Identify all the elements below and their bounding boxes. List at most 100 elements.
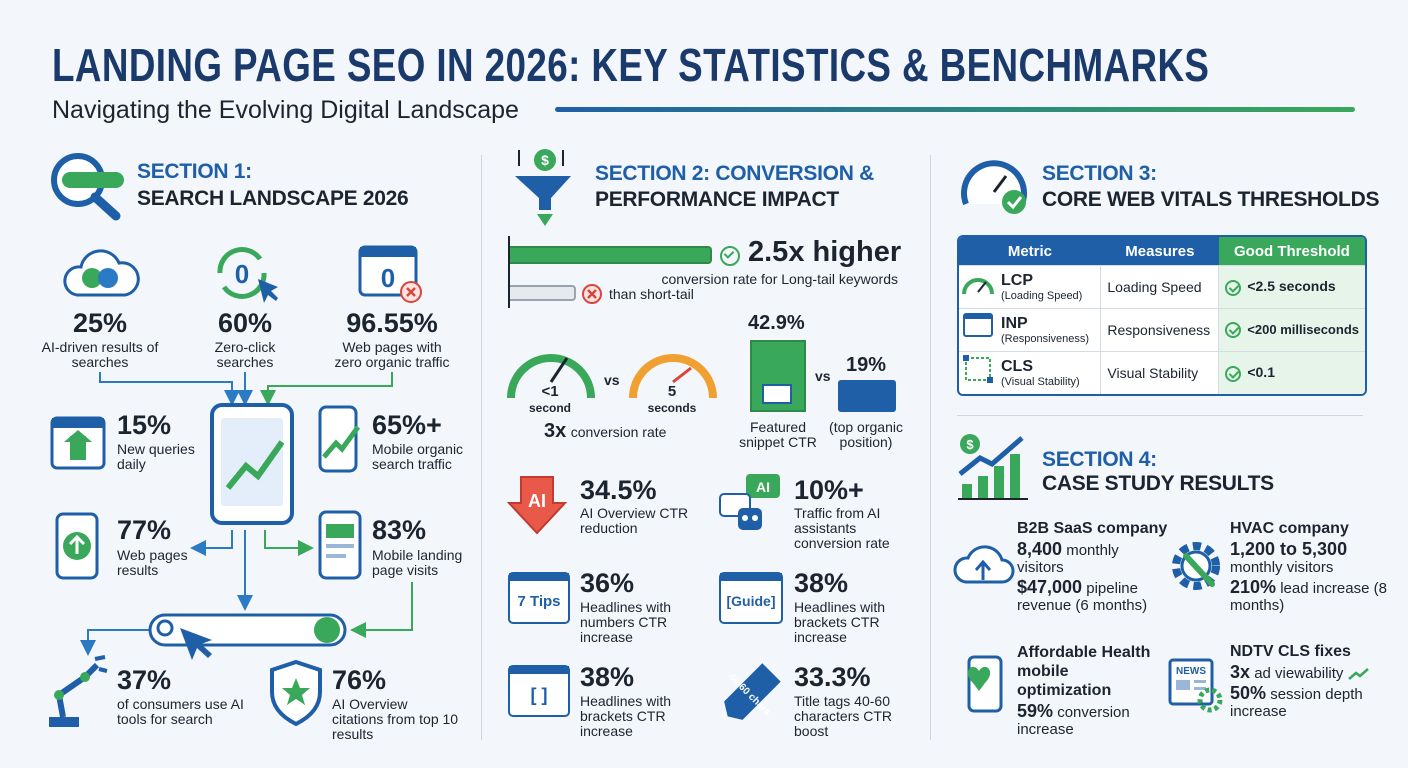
stat-value: 60% [217, 308, 273, 338]
stat-value: 37% [117, 665, 172, 695]
case-figure: 3x [1230, 662, 1251, 682]
case-study: B2B SaaS company 8,400 monthly visitors … [1017, 520, 1167, 614]
stat-label: Headlines with brackets CTR increase [794, 599, 886, 645]
news-icon: NEWS [1168, 658, 1223, 713]
metric-measures: Responsiveness [1100, 308, 1220, 352]
cross-icon [582, 284, 602, 304]
case-text: pipeline revenue (6 months) [1017, 580, 1148, 614]
metric-threshold: <0.1 [1247, 364, 1275, 381]
stat-label: Mobile organic search traffic [372, 441, 464, 472]
icon-text: 0 [381, 263, 395, 293]
speed-result-value: 3x [544, 420, 567, 442]
stat-value: 77% [117, 515, 172, 545]
case-figure: $47,000 [1017, 577, 1083, 597]
stat-value: 96.55% [346, 308, 438, 338]
case-text: lead increase (8 months) [1230, 580, 1387, 614]
metric-detail: (Responsiveness) [1001, 333, 1090, 345]
organic-label: (top organic position) [829, 419, 903, 450]
section-heading: SECTION 4: [1042, 448, 1157, 471]
search-icon [51, 153, 124, 221]
section-title: PERFORMANCE IMPACT [595, 188, 839, 211]
speed-gauges [507, 354, 717, 399]
metric-name: CLS [1001, 358, 1033, 375]
cloud-upload-icon [953, 545, 1015, 584]
case-name: HVAC company [1230, 520, 1349, 537]
short-tail-text: than short-tail [609, 286, 694, 302]
icon-text: 0 [235, 259, 249, 289]
metric-threshold: <2.5 seconds [1247, 278, 1336, 295]
icon-text: AI [528, 491, 546, 511]
stat-value: 76% [332, 665, 387, 695]
icon-text: 7 Tips [517, 593, 560, 610]
case-study: Affordable Health mobile optimization 59… [1017, 643, 1167, 738]
guide-icon: [Guide] [719, 572, 783, 624]
icon-text: $ [541, 152, 549, 168]
icon-text: [ ] [531, 685, 548, 705]
stat-value: 38% [794, 568, 849, 598]
gauge-icon [961, 160, 1027, 214]
metric-detail: (Loading Speed) [1001, 290, 1083, 302]
robot-arm-icon [49, 655, 108, 727]
vs-text: vs [815, 368, 831, 384]
stat-value: 33.3% [794, 662, 871, 692]
stat-label: AI-driven results of searches [41, 339, 159, 370]
metric-measures: Visual Stability [1100, 351, 1220, 394]
snippet-value: 42.9% [748, 312, 805, 334]
metric-threshold: <200 milliseconds [1247, 321, 1359, 337]
stat-value: 15% [117, 410, 172, 440]
case-study: NDTV CLS fixes 3x ad viewability 50% ses… [1230, 643, 1405, 720]
icon-text: AI [756, 479, 770, 495]
table-header: Metric [959, 237, 1101, 266]
stat-value: 10%+ [794, 475, 864, 505]
long-tail-text: conversion rate for Long-tail keywords [661, 271, 898, 287]
icon-text: [Guide] [727, 593, 776, 609]
speed-result: conversion rate [570, 424, 667, 440]
slow-time: 5 [667, 383, 677, 400]
short-tail-bar [510, 285, 576, 301]
metric-icons [962, 278, 994, 383]
fast-unit: second [528, 401, 571, 415]
check-icon [720, 246, 740, 266]
stat-value: 36% [580, 568, 635, 598]
organic-bar [838, 380, 896, 412]
long-tail-value: 2.5x higher [748, 236, 902, 268]
case-text: ad viewability [1254, 665, 1344, 682]
page-subtitle: Navigating the Evolving Digital Landscap… [52, 96, 519, 124]
check-icon [1225, 279, 1242, 296]
metric-measures: Loading Speed [1100, 265, 1220, 309]
slow-unit: seconds [647, 401, 697, 415]
mobile-up-icon [55, 512, 99, 580]
case-figure: 8,400 [1017, 539, 1063, 559]
tag-icon: 40-60 chars [724, 663, 781, 720]
mobile-heart-icon [967, 655, 1003, 713]
case-name: NDTV CLS fixes [1230, 643, 1351, 660]
table-header: Good Threshold [1218, 237, 1365, 266]
case-text: monthly visitors [1230, 559, 1334, 576]
zero-click-icon: 0 [217, 247, 278, 303]
case-name: B2B SaaS company [1017, 520, 1168, 537]
trend-icon [1347, 668, 1369, 680]
section-heading: SECTION 2: CONVERSION & [595, 162, 874, 185]
stat-value: 83% [372, 515, 427, 545]
mobile-growth-icon [318, 405, 361, 473]
stat-label: of consumers use AI tools for search [117, 696, 244, 727]
table-header: Measures [1100, 237, 1219, 266]
metric-detail: (Visual Stability) [1001, 376, 1080, 388]
icon-text: NEWS [1176, 666, 1206, 677]
case-text: conversion increase [1017, 704, 1130, 738]
funnel-icon: $ [515, 149, 571, 226]
snippet-label: Featured snippet CTR [739, 419, 817, 450]
stat-value: 65%+ [372, 410, 442, 440]
stat-value: 25% [72, 308, 128, 338]
case-name: Affordable Health mobile optimization [1017, 644, 1151, 699]
section-divider [957, 415, 1363, 416]
brackets-icon: [ ] [508, 665, 570, 717]
stat-value: 34.5% [580, 475, 657, 505]
ai-cloud-icon [63, 249, 140, 297]
column-divider [481, 155, 482, 740]
bar-axis [508, 236, 510, 308]
mobile-page-icon [318, 510, 362, 580]
case-figure: 59% [1017, 701, 1054, 721]
